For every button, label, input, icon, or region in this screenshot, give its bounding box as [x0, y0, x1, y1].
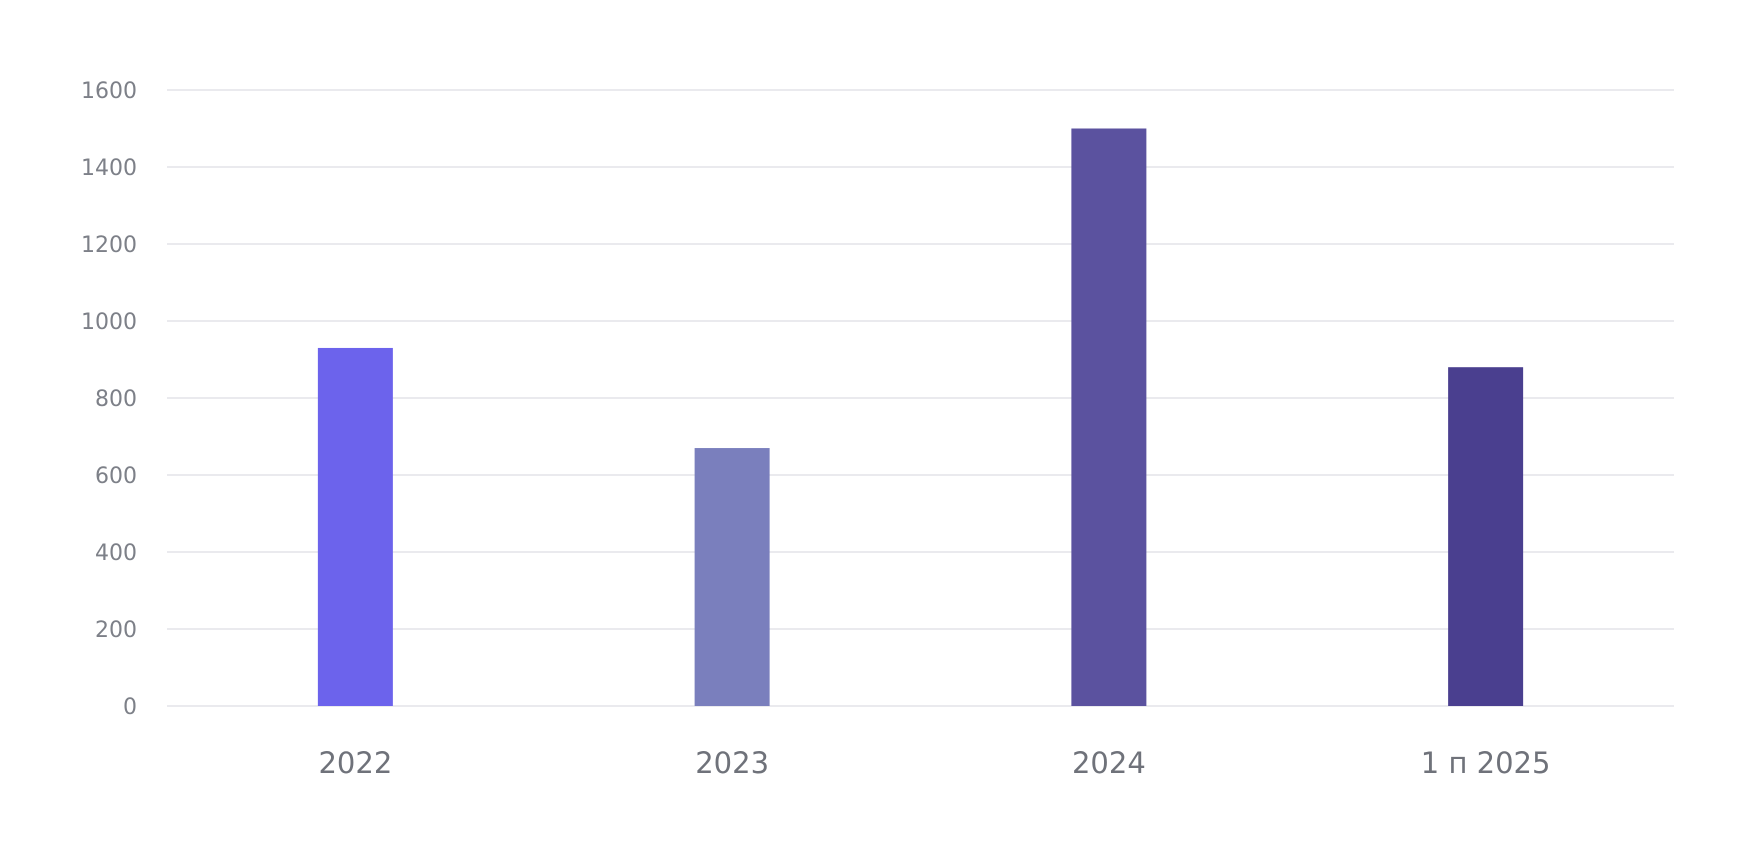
y-tick-label: 800: [95, 387, 137, 412]
bar-1-п-2025: [1448, 367, 1524, 706]
bar-2023: [694, 448, 770, 706]
x-tick-label: 2024: [1072, 746, 1146, 780]
y-tick-label: 400: [95, 541, 137, 566]
y-tick-label: 1600: [81, 79, 137, 104]
y-tick-label: 200: [95, 618, 137, 643]
bar-2022: [317, 347, 393, 706]
x-tick-label: 2023: [695, 746, 769, 780]
y-tick-label: 1200: [81, 233, 137, 258]
y-axis-ticks: 0 200 400 600 800 1000 1200 1400 1600: [81, 79, 137, 720]
x-axis-ticks: 2022 2023 2024 1 п 2025: [318, 746, 1550, 780]
y-tick-label: 1000: [81, 310, 137, 335]
bar-2024: [1071, 128, 1147, 706]
y-tick-label: 1400: [81, 156, 137, 181]
y-tick-label: 600: [95, 464, 137, 489]
x-tick-label: 1 п 2025: [1421, 746, 1551, 780]
bars: [317, 128, 1524, 706]
y-tick-label: 0: [123, 695, 137, 720]
gridlines: [167, 89, 1674, 707]
x-tick-label: 2022: [318, 746, 392, 780]
